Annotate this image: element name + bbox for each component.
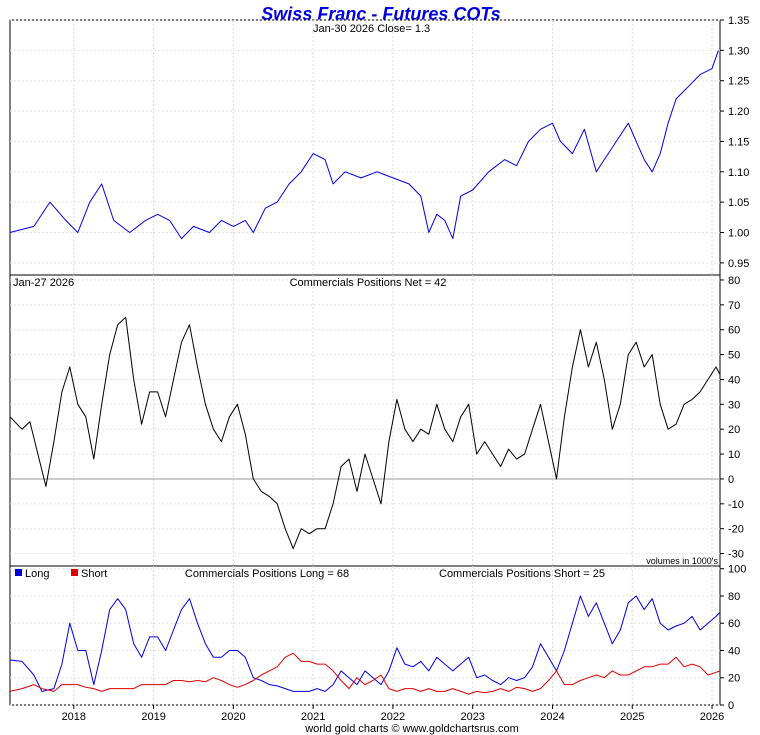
y-tick-label: 80: [728, 275, 740, 287]
y-tick-label: 20: [728, 424, 740, 436]
volumes-note: volumes in 1000's: [646, 556, 718, 566]
x-tick-label: 2026: [700, 711, 724, 723]
y-tick-label: 1.35: [728, 15, 749, 27]
net-header-value: Commercials Positions Net = 42: [290, 277, 447, 289]
legend-short-swatch: [71, 569, 78, 576]
y-tick-label: 100: [728, 564, 746, 576]
y-tick-label: 1.15: [728, 136, 749, 148]
y-tick-label: 70: [728, 300, 740, 312]
y-tick-label: 60: [728, 618, 740, 630]
chart-title: Swiss Franc - Futures COTs: [261, 4, 500, 24]
y-tick-label: 10: [728, 449, 740, 461]
x-tick-label: 2024: [540, 711, 564, 723]
legend: Long Short: [15, 568, 107, 580]
legend-long-swatch: [15, 569, 22, 576]
price-header: Jan-30 2026 Close= 1.3: [313, 23, 430, 35]
y-tick-label: -10: [728, 499, 744, 511]
y-tick-label: 20: [728, 673, 740, 685]
y-tick-label: 0: [728, 700, 734, 712]
series-line-price: [9, 50, 719, 240]
y-tick-label: 80: [728, 591, 740, 603]
short-header-value: Commercials Positions Short = 25: [439, 568, 605, 580]
longshort-panel-frame: [9, 565, 721, 706]
y-tick-label: 1.00: [728, 228, 749, 240]
y-tick-label: -30: [728, 549, 744, 561]
y-tick-label: 1.20: [728, 106, 749, 118]
legend-long-label: Long: [25, 568, 49, 580]
x-tick-label: 2020: [221, 711, 245, 723]
y-tick-label: 1.10: [728, 167, 749, 179]
x-tick-label: 2021: [301, 711, 325, 723]
y-tick-label: 60: [728, 325, 740, 337]
y-tick-label: 1.25: [728, 76, 749, 88]
series-line-longshort-short: [9, 652, 721, 695]
y-tick-label: 1.05: [728, 197, 749, 209]
y-tick-label: 1.30: [728, 45, 749, 57]
x-tick-label: 2025: [620, 711, 644, 723]
x-tick-label: 2019: [141, 711, 165, 723]
x-tick-label: 2023: [460, 711, 484, 723]
x-tick-label: 2018: [62, 711, 86, 723]
y-tick-label: 0: [728, 474, 734, 486]
series-line-net: [9, 316, 721, 550]
y-tick-label: 30: [728, 399, 740, 411]
series-line-longshort-long: [9, 595, 721, 692]
x-tick-label: 2022: [381, 711, 405, 723]
y-tick-label: 50: [728, 350, 740, 362]
y-tick-label: -20: [728, 524, 744, 536]
footer-credit: world gold charts © www.goldchartsrus.co…: [304, 723, 519, 735]
net-header-date: Jan-27 2026: [13, 277, 74, 289]
long-header-value: Commercials Positions Long = 68: [185, 568, 349, 580]
y-tick-label: 40: [728, 645, 740, 657]
y-tick-label: 0.95: [728, 258, 749, 270]
y-tick-label: 40: [728, 374, 740, 386]
legend-short-label: Short: [81, 568, 107, 580]
